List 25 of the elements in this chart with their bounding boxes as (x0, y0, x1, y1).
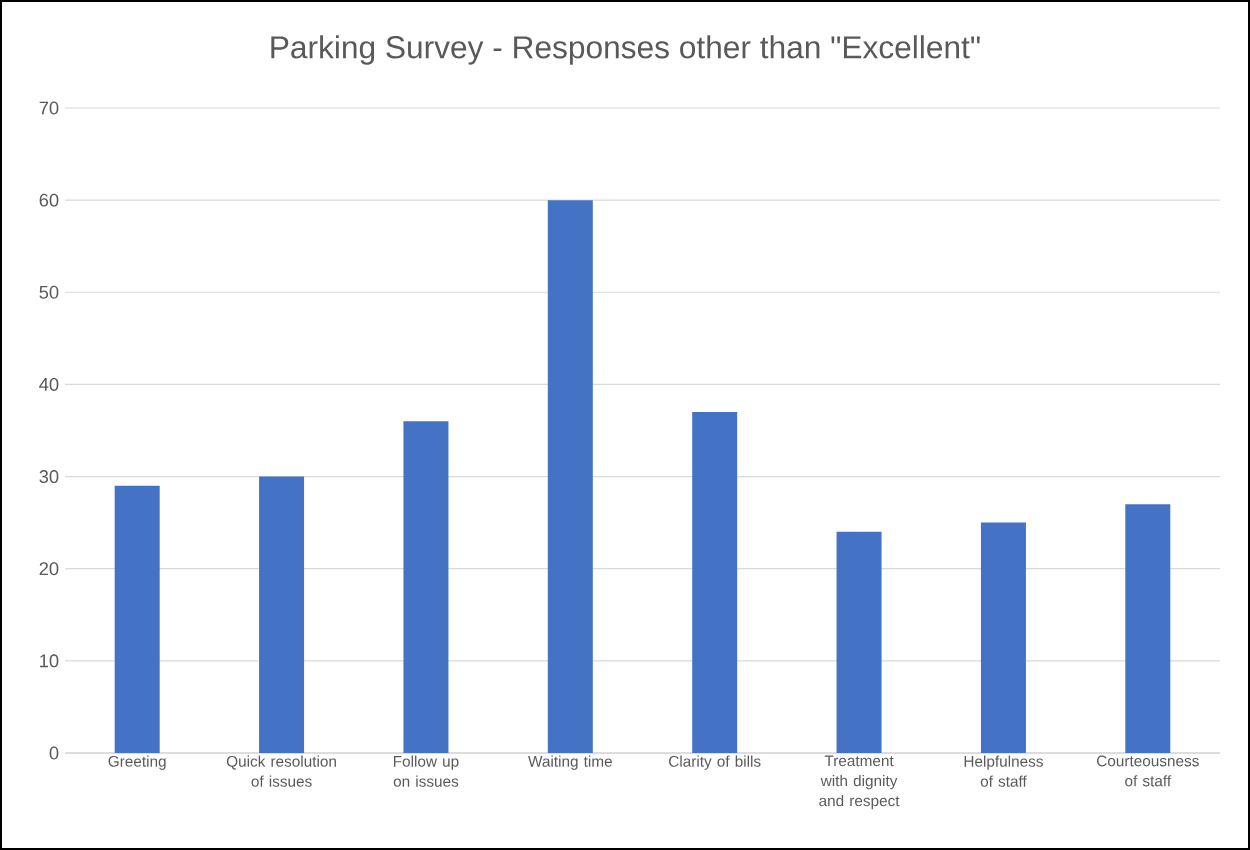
bar (114, 485, 160, 753)
x-tick-label: Clarity of bills (669, 755, 761, 770)
bar (403, 421, 449, 753)
bar (980, 522, 1026, 753)
bar (547, 200, 593, 753)
x-tick-label: Helpfulness of staff (964, 755, 1043, 787)
y-tick-label: 50 (39, 285, 59, 299)
y-tick-label: 40 (39, 377, 59, 391)
chart-title: Parking Survey - Responses other than "Excellent" (271, 35, 980, 65)
y-tick-label: 60 (39, 193, 59, 207)
bar (836, 531, 882, 753)
bar (1125, 504, 1171, 753)
y-tick-label: 10 (40, 654, 59, 668)
x-tick-label: Follow up on issues (393, 755, 459, 787)
y-tick-label: 20 (39, 562, 59, 576)
x-tick-label: Treatment with dignity and respect (819, 755, 900, 810)
y-tick-label: 70 (39, 101, 59, 115)
bar (259, 476, 305, 753)
x-tick-label: Courteousness of staff (1097, 755, 1199, 787)
x-tick-label: Greeting (108, 755, 166, 770)
y-tick-label: 30 (39, 470, 59, 484)
x-tick-label: Quick resolution of issues (226, 755, 336, 787)
y-tick-label: 0 (49, 746, 59, 760)
x-tick-label: Waiting time (528, 755, 612, 770)
bar (692, 412, 738, 753)
